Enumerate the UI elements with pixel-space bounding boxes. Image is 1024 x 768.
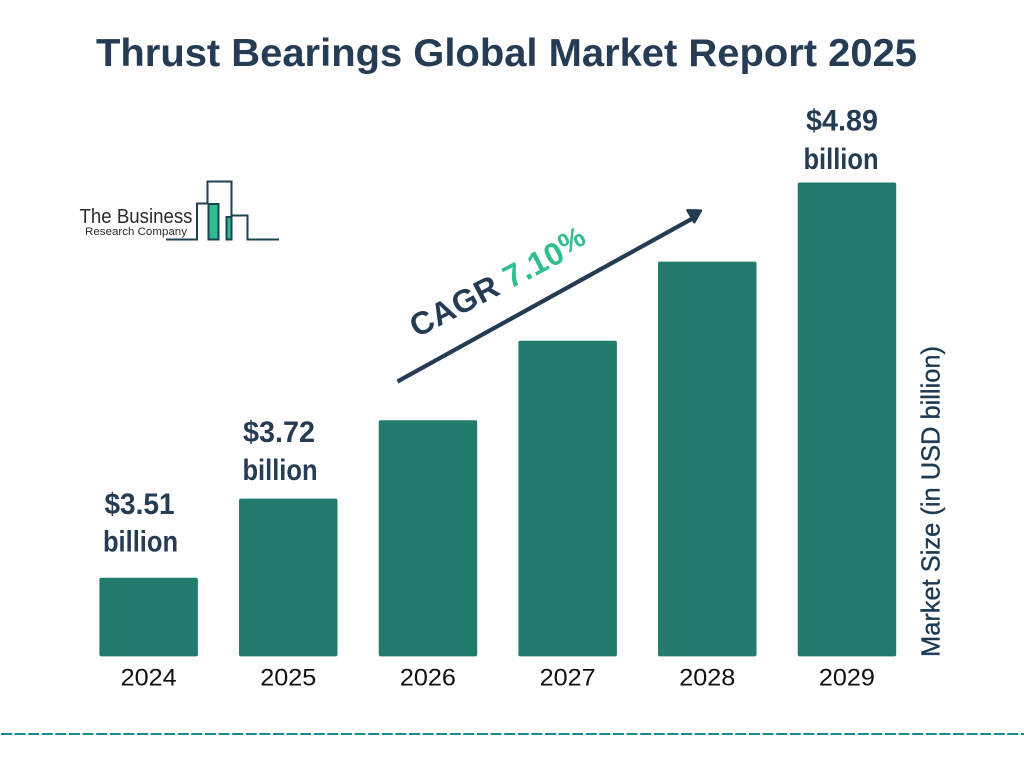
svg-text:Market Size (in USD billion): Market Size (in USD billion)	[916, 346, 946, 657]
svg-text:billion: billion	[243, 454, 318, 487]
svg-text:Research Company: Research Company	[85, 226, 187, 238]
svg-text:The Business: The Business	[80, 205, 193, 228]
svg-text:2029: 2029	[819, 665, 875, 692]
svg-text:$3.51: $3.51	[105, 488, 175, 521]
svg-text:2028: 2028	[679, 665, 735, 692]
svg-text:$4.89: $4.89	[806, 105, 878, 138]
svg-text:Thrust Bearings Global Market: Thrust Bearings Global Market Report 202…	[96, 32, 917, 75]
svg-text:2026: 2026	[400, 665, 456, 692]
svg-text:2024: 2024	[121, 665, 177, 692]
svg-text:2027: 2027	[540, 665, 596, 692]
svg-text:2025: 2025	[260, 665, 316, 692]
svg-text:$3.72: $3.72	[243, 416, 315, 449]
svg-text:billion: billion	[804, 143, 879, 176]
svg-text:billion: billion	[103, 526, 178, 559]
